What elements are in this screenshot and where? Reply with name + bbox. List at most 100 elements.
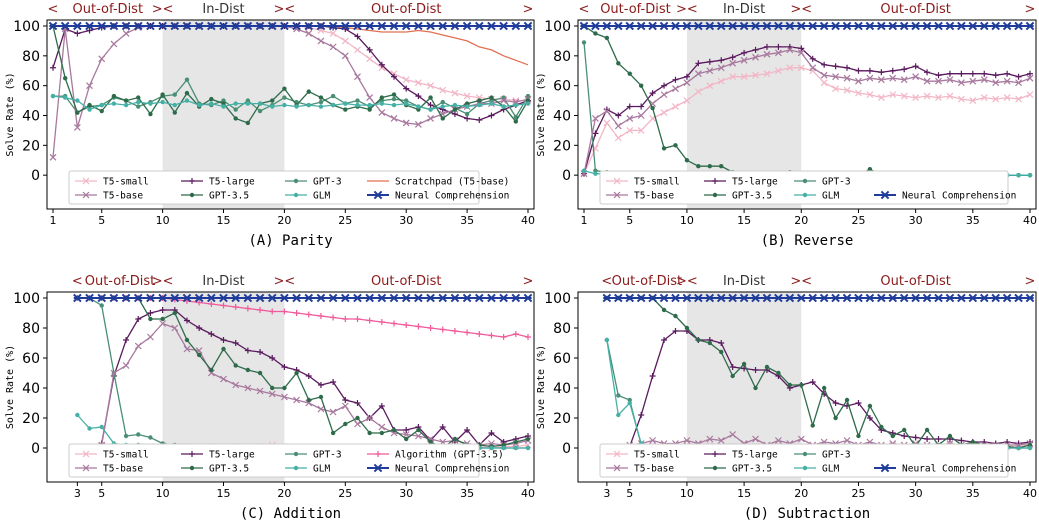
- data-point: [62, 95, 68, 100]
- data-point: [196, 352, 202, 358]
- data-point: [293, 310, 300, 316]
- data-point: [1003, 77, 1011, 85]
- data-point: [671, 293, 680, 303]
- data-point: [980, 94, 988, 102]
- data-point: [341, 37, 349, 45]
- x-tick-label: 5: [98, 487, 105, 500]
- data-point: [706, 58, 713, 65]
- y-tick-label: 40: [22, 381, 40, 397]
- region-marker: >: [523, 2, 534, 17]
- data-point: [401, 293, 411, 303]
- data-point: [49, 153, 57, 161]
- data-point: [740, 56, 748, 64]
- y-tick-label: 60: [22, 79, 40, 95]
- y-tick-label: 100: [544, 291, 571, 307]
- region-label: Out-of-Dist: [85, 274, 156, 289]
- y-tick-label: 40: [553, 109, 571, 125]
- data-point: [809, 64, 817, 72]
- plot-frame: [46, 19, 535, 210]
- data-point: [87, 107, 92, 112]
- data-point: [220, 337, 227, 343]
- legend-marker: [293, 192, 299, 198]
- legend-label: GPT-3.5: [732, 191, 772, 202]
- data-point: [440, 116, 445, 121]
- data-point: [924, 427, 930, 433]
- data-point: [330, 102, 336, 108]
- data-point: [184, 77, 190, 82]
- data-point: [158, 21, 167, 31]
- data-point: [638, 103, 645, 110]
- legend-marker: [82, 177, 90, 185]
- legend-label: Neural Comprehension: [395, 464, 509, 475]
- data-point: [787, 382, 793, 388]
- data-point: [85, 21, 94, 31]
- data-point: [367, 107, 372, 112]
- y-tick-label: 100: [13, 19, 40, 35]
- data-point: [243, 293, 253, 303]
- data-point: [604, 35, 610, 41]
- data-point: [614, 134, 622, 142]
- data-point: [832, 85, 840, 93]
- data-point: [391, 320, 398, 327]
- data-point: [148, 111, 153, 117]
- data-point: [636, 293, 646, 303]
- data-point: [752, 367, 759, 373]
- data-point: [233, 107, 238, 112]
- data-point: [796, 21, 806, 31]
- data-point: [499, 293, 508, 303]
- data-point: [969, 70, 976, 77]
- panel-caption: (B) Reverse: [761, 233, 854, 249]
- data-point: [832, 73, 840, 81]
- legend-marker: [712, 451, 718, 457]
- data-point: [511, 293, 521, 303]
- data-point: [648, 293, 657, 303]
- legend: T5-small T5-large GPT-3 Scratchpad (T5-base…: [68, 170, 509, 205]
- data-point: [934, 293, 943, 303]
- data-point: [48, 21, 58, 31]
- data-point: [774, 21, 783, 31]
- data-point: [306, 397, 311, 403]
- data-point: [270, 98, 275, 103]
- data-point: [774, 437, 782, 444]
- data-point: [292, 21, 301, 31]
- x-tick-label: 40: [1023, 487, 1037, 500]
- x-tick-label: 5: [98, 214, 105, 227]
- data-point: [1025, 293, 1035, 303]
- data-point: [317, 37, 325, 45]
- data-point: [343, 107, 348, 112]
- y-tick-label: 20: [553, 138, 571, 154]
- data-point: [684, 325, 690, 331]
- data-point: [404, 101, 409, 106]
- data-point: [367, 102, 372, 108]
- legend-marker: [613, 191, 621, 199]
- data-point: [62, 76, 68, 81]
- data-point: [513, 102, 519, 108]
- data-point: [638, 83, 644, 88]
- data-point: [981, 70, 988, 77]
- data-point: [292, 293, 301, 303]
- data-point: [706, 67, 714, 75]
- data-point: [957, 79, 965, 87]
- x-tick-label: 40: [1023, 214, 1037, 227]
- data-point: [160, 99, 165, 105]
- data-point: [440, 104, 445, 109]
- data-point: [844, 64, 851, 71]
- legend-marker: [802, 192, 808, 198]
- data-point: [255, 293, 265, 303]
- data-point: [148, 316, 153, 322]
- data-point: [184, 98, 190, 103]
- data-point: [365, 21, 374, 31]
- data-point: [209, 367, 214, 373]
- legend-label: GLM: [313, 464, 330, 475]
- x-tick-label: 30: [399, 214, 413, 227]
- data-point: [729, 54, 736, 61]
- data-point: [867, 167, 873, 172]
- data-point: [378, 423, 386, 431]
- data-point: [902, 427, 907, 433]
- data-point: [786, 46, 794, 54]
- data-point: [414, 293, 423, 303]
- data-point: [511, 21, 521, 31]
